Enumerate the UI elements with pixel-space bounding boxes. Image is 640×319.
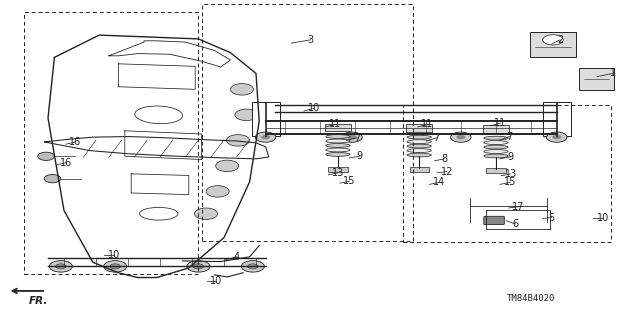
Circle shape (110, 264, 120, 269)
Circle shape (227, 135, 250, 146)
Text: 17: 17 (512, 202, 525, 212)
Circle shape (348, 135, 356, 139)
Circle shape (56, 264, 66, 269)
FancyBboxPatch shape (484, 216, 504, 225)
Text: 8: 8 (441, 154, 447, 164)
Ellipse shape (484, 154, 508, 158)
Text: 15: 15 (343, 176, 356, 186)
Circle shape (456, 135, 465, 139)
Circle shape (44, 174, 61, 183)
Text: 13: 13 (332, 168, 344, 178)
Text: 5: 5 (548, 212, 555, 223)
Text: 3: 3 (307, 35, 314, 45)
Circle shape (543, 35, 563, 45)
Text: 14: 14 (433, 177, 445, 188)
Text: 1: 1 (610, 68, 616, 78)
Circle shape (451, 132, 471, 142)
Ellipse shape (484, 136, 508, 140)
Bar (202, 4, 413, 241)
Bar (543, 102, 571, 136)
Text: 9: 9 (507, 152, 513, 162)
Text: TM84B4020: TM84B4020 (507, 294, 556, 303)
Circle shape (248, 264, 258, 269)
Circle shape (195, 208, 218, 219)
Circle shape (552, 135, 561, 139)
Text: 13: 13 (504, 169, 517, 179)
Text: 15: 15 (504, 177, 516, 188)
Bar (406, 124, 432, 132)
Bar (403, 105, 611, 242)
Text: 9: 9 (356, 151, 363, 161)
Ellipse shape (407, 140, 431, 144)
Text: 4: 4 (234, 252, 240, 262)
Circle shape (49, 261, 72, 272)
Ellipse shape (484, 150, 508, 153)
Circle shape (255, 132, 276, 142)
Text: 16: 16 (60, 158, 72, 168)
Text: 6: 6 (512, 219, 518, 229)
Bar (483, 125, 509, 133)
Circle shape (235, 109, 258, 121)
Text: 10: 10 (596, 212, 609, 223)
Ellipse shape (326, 152, 350, 156)
Bar (486, 168, 506, 173)
Ellipse shape (326, 139, 350, 143)
Circle shape (104, 261, 127, 272)
Bar (410, 167, 429, 172)
Text: 7: 7 (433, 133, 440, 143)
Bar (325, 124, 351, 131)
Bar (530, 32, 576, 57)
Text: 11: 11 (494, 118, 507, 128)
Text: FR.: FR. (29, 296, 48, 306)
Circle shape (216, 160, 239, 172)
Circle shape (38, 152, 54, 160)
Ellipse shape (326, 144, 350, 147)
Text: 10: 10 (108, 249, 120, 260)
Circle shape (261, 135, 270, 139)
Text: 16: 16 (69, 137, 82, 147)
Circle shape (206, 186, 229, 197)
Text: 7: 7 (506, 131, 513, 142)
Ellipse shape (407, 144, 431, 148)
Text: 12: 12 (440, 167, 453, 177)
Text: 10: 10 (307, 103, 320, 114)
Text: 11: 11 (329, 119, 342, 130)
Bar (328, 167, 348, 172)
Ellipse shape (326, 148, 350, 152)
Ellipse shape (326, 135, 350, 138)
Bar (252, 102, 280, 136)
Ellipse shape (484, 141, 508, 145)
Circle shape (230, 84, 253, 95)
Text: 10: 10 (210, 276, 223, 286)
Circle shape (342, 132, 362, 142)
Bar (579, 68, 614, 90)
Ellipse shape (407, 149, 431, 152)
Text: 11: 11 (421, 119, 434, 130)
Bar (24, 12, 198, 274)
Circle shape (193, 264, 204, 269)
Circle shape (187, 261, 210, 272)
Ellipse shape (407, 153, 431, 157)
Text: 7: 7 (354, 133, 360, 143)
Ellipse shape (484, 145, 508, 149)
Circle shape (547, 132, 567, 142)
Ellipse shape (407, 135, 431, 139)
Circle shape (241, 261, 264, 272)
Text: 2: 2 (557, 35, 563, 45)
